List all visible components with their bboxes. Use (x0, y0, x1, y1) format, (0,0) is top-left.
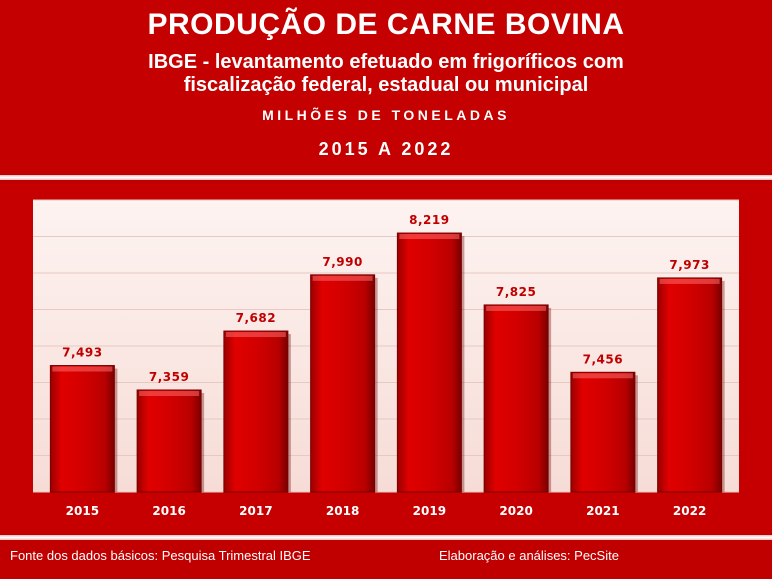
bar-chart: 7,493 7,359 7,682 7,990 8,219 7,825 7,456 7,973… (33, 199, 739, 518)
x-tick-label: 2015 (66, 504, 99, 518)
data-label: 7,456 (583, 352, 623, 366)
data-labels: 7,493 7,359 7,682 7,990 8,219 7,825 7,456 7,973 (62, 213, 709, 384)
bar-highlight (399, 234, 460, 240)
bar (657, 277, 723, 493)
x-tick-label: 2021 (586, 504, 619, 518)
data-label: 7,359 (149, 370, 189, 384)
x-tick-label: 2018 (326, 504, 359, 518)
x-tick-labels: 2015 2016 2017 2018 2019 2020 2021 2022 (66, 504, 707, 518)
data-label: 7,990 (322, 255, 362, 269)
bar (49, 365, 115, 493)
data-label: 8,219 (409, 213, 449, 227)
bar-2019 (396, 232, 465, 493)
bar (136, 389, 202, 493)
chart-title: PRODUÇÃO DE CARNE BOVINA (147, 8, 625, 41)
bar-2020 (483, 304, 552, 493)
x-tick-label: 2022 (673, 504, 706, 518)
data-label: 7,682 (236, 311, 276, 325)
x-tick-label: 2019 (413, 504, 446, 518)
footer: Fonte dos dados básicos: Pesquisa Trimes… (0, 541, 772, 579)
chart-area: 7,493 7,359 7,682 7,990 8,219 7,825 7,456 7,973… (0, 184, 772, 534)
chart-subtitle: IBGE - levantamento efetuado em frigoríf… (0, 51, 772, 97)
subtitle-line-1: IBGE - levantamento efetuado em frigoríf… (148, 51, 624, 73)
x-tick-label: 2016 (152, 504, 185, 518)
bars (49, 232, 725, 493)
bar-2017 (223, 330, 291, 493)
period-label: 2015 A 2022 (318, 139, 454, 159)
bar-2018 (310, 274, 378, 493)
bar-2022 (657, 277, 725, 493)
bar-highlight (52, 366, 113, 372)
unit-label: MILHÕES DE TONELADAS (262, 107, 510, 123)
x-tick-label: 2017 (239, 504, 272, 518)
bar-2016 (136, 389, 205, 493)
chart-header: PRODUÇÃO DE CARNE BOVINA IBGE - levantam… (0, 0, 772, 174)
bar-highlight (572, 373, 633, 379)
bar (223, 330, 289, 493)
bar (396, 232, 462, 493)
bar-2021 (570, 371, 638, 493)
author-note: Elaboração e análises: PecSite (439, 548, 619, 563)
bar (570, 371, 636, 493)
bar-highlight (225, 332, 286, 338)
bar-highlight (312, 275, 373, 281)
data-label: 7,825 (496, 285, 536, 299)
separator-top (0, 175, 772, 180)
bar-2015 (49, 365, 118, 493)
data-label: 7,493 (62, 346, 102, 360)
bar (483, 304, 549, 493)
data-label: 7,973 (669, 258, 709, 272)
subtitle-line-2: fiscalização federal, estadual ou munici… (183, 74, 589, 96)
separator-bottom (0, 535, 772, 540)
bar (310, 274, 376, 493)
bar-highlight (659, 278, 720, 284)
bar-highlight (486, 305, 547, 311)
source-note: Fonte dos dados básicos: Pesquisa Trimes… (10, 548, 311, 563)
bar-highlight (139, 390, 200, 396)
x-tick-label: 2020 (499, 504, 532, 518)
